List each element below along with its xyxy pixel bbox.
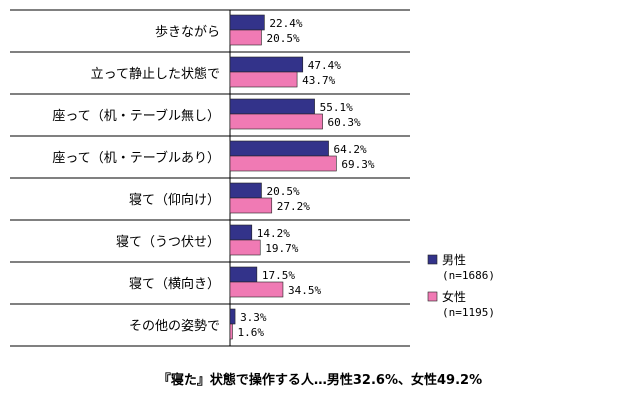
bar-male xyxy=(229,182,262,199)
bar-female xyxy=(229,113,323,130)
value-label: 69.3% xyxy=(341,158,374,171)
category-label: 寝て（うつ伏せ） xyxy=(116,234,220,250)
bar-male xyxy=(229,14,265,31)
legend-swatch-male xyxy=(427,254,438,265)
labels-layer: 歩きながら 22.4% 20.5% 立って静止した状態で 47.4% 43.7% 座って（机… xyxy=(52,17,374,339)
value-label: 64.2% xyxy=(334,143,367,156)
category-label: その他の姿勢で xyxy=(129,318,220,334)
value-label: 20.5% xyxy=(266,185,299,198)
bar-male xyxy=(229,266,258,283)
bar-female xyxy=(229,71,298,88)
legend-series-name: 男性 xyxy=(442,253,466,267)
category-label: 立って静止した状態で xyxy=(91,66,220,82)
value-label: 20.5% xyxy=(266,32,299,45)
value-label: 17.5% xyxy=(262,269,295,282)
value-label: 3.3% xyxy=(240,311,267,324)
bar-male xyxy=(229,98,315,115)
bars-layer xyxy=(229,14,337,340)
value-label: 60.3% xyxy=(328,116,361,129)
bar-female xyxy=(229,197,273,214)
legend-swatch-female xyxy=(427,291,438,302)
category-label: 歩きながら xyxy=(155,25,220,40)
chart-footnote: 『寝た』状態で操作する人…男性32.6%、女性49.2% xyxy=(157,373,483,388)
legend: 男性 (n=1686) 女性 (n=1195) xyxy=(427,253,495,319)
value-label: 34.5% xyxy=(288,284,321,297)
axis-layer xyxy=(10,9,410,347)
value-label: 22.4% xyxy=(269,17,302,30)
value-label: 1.6% xyxy=(237,326,264,339)
bar-male xyxy=(229,140,329,157)
category-label: 座って（机・テーブルあり） xyxy=(52,150,220,166)
value-label: 19.7% xyxy=(265,242,298,255)
legend-series-name: 女性 xyxy=(442,289,466,304)
legend-sample-size: (n=1195) xyxy=(442,306,495,319)
value-label: 27.2% xyxy=(277,200,310,213)
value-label: 55.1% xyxy=(320,101,353,114)
bar-male xyxy=(229,224,253,241)
value-label: 47.4% xyxy=(308,59,341,72)
bar-male xyxy=(229,308,236,325)
bar-female xyxy=(229,239,261,256)
category-label: 寝て（横向き） xyxy=(129,276,220,292)
bar-male xyxy=(229,56,304,73)
bar-female xyxy=(229,323,233,340)
category-label: 寝て（仰向け） xyxy=(129,192,220,208)
bar-female xyxy=(229,155,337,172)
legend-sample-size: (n=1686) xyxy=(442,269,495,282)
bar-female xyxy=(229,29,262,46)
value-label: 14.2% xyxy=(257,227,290,240)
bar-female xyxy=(229,281,284,298)
value-label: 43.7% xyxy=(302,74,335,87)
category-label: 座って（机・テーブル無し） xyxy=(52,108,220,124)
